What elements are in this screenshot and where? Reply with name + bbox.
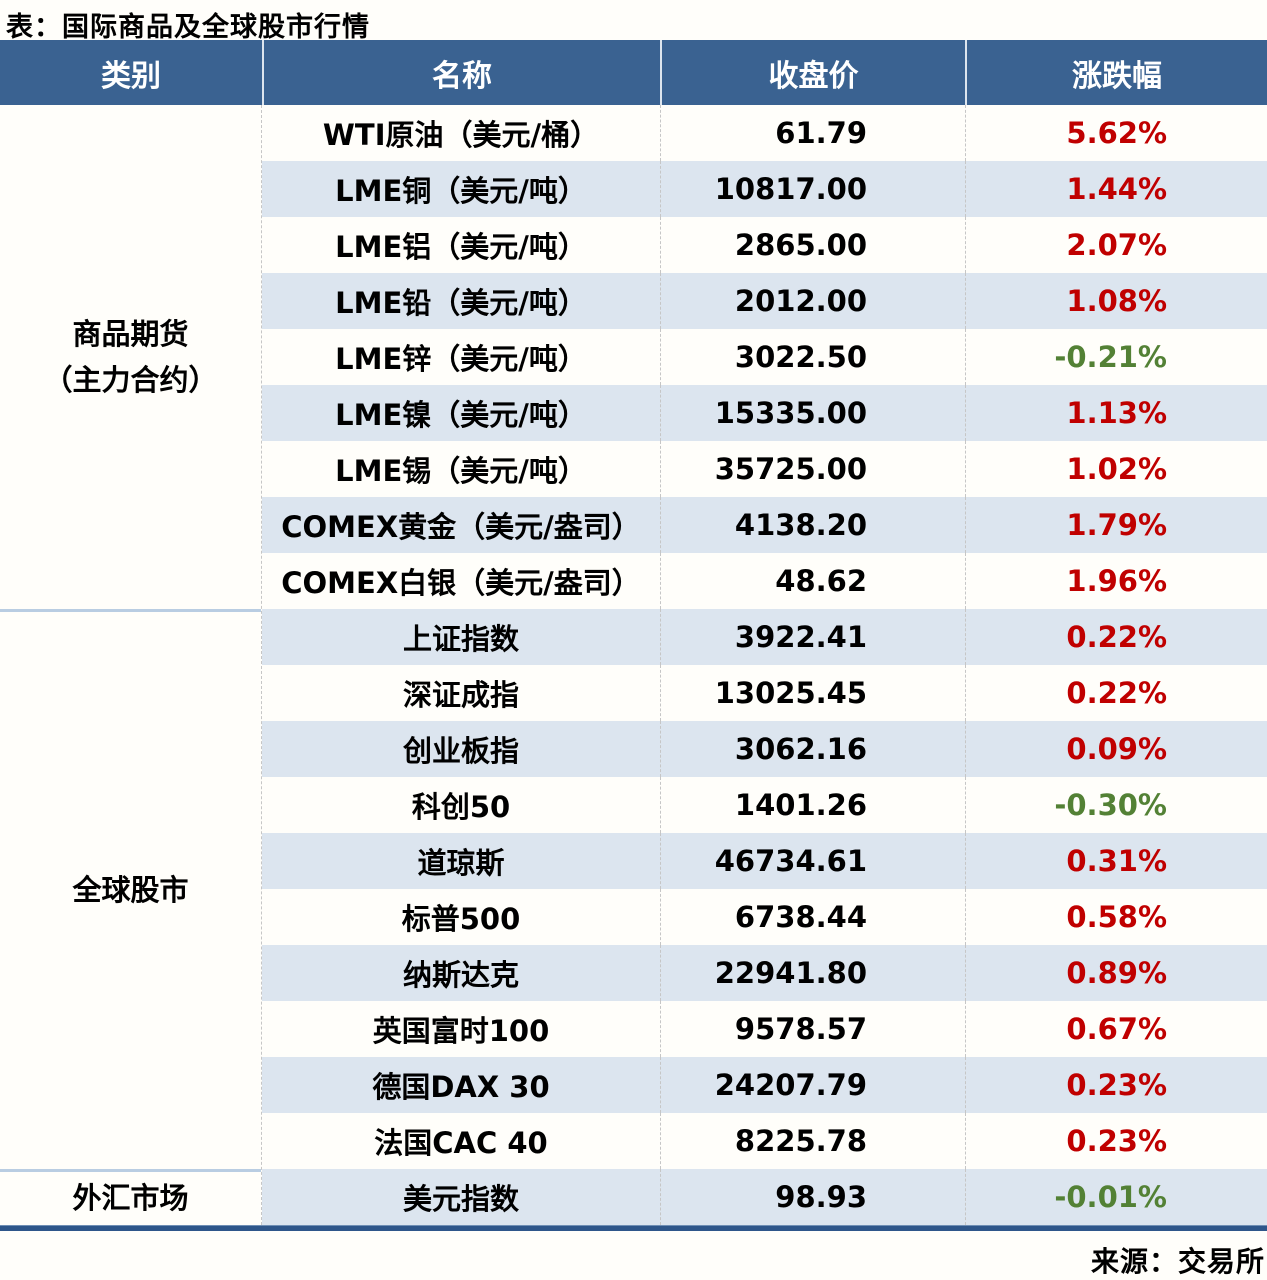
category-label-line: 全球股市 [72, 873, 189, 908]
change-percent-cell: 1.02% [965, 441, 1267, 497]
close-price-cell: 9578.57 [660, 1001, 965, 1057]
change-percent-cell: 0.09% [965, 721, 1267, 777]
table-row: LME锌（美元/吨） 3022.50 -0.21% [262, 329, 1267, 385]
instrument-name-cell: 创业板指 [402, 734, 519, 768]
table-row: 美元指数 98.93 -0.01% [262, 1169, 1267, 1225]
close-price-cell: 35725.00 [660, 441, 965, 497]
table-row: LME镍（美元/吨） 15335.00 1.13% [262, 385, 1267, 441]
table-row: LME铝（美元/吨） 2865.00 2.07% [262, 217, 1267, 273]
change-percent-cell: 0.31% [965, 833, 1267, 889]
instrument-name-cell: LME铜（美元/吨） [335, 174, 587, 208]
change-percent-cell: 1.79% [965, 497, 1267, 553]
table-row: 英国富时100 9578.57 0.67% [262, 1001, 1267, 1057]
table-title: 表：国际商品及全球股市行情 [6, 12, 370, 43]
category-cell: 外汇市场 [0, 1169, 261, 1225]
change-percent-cell: -0.01% [965, 1169, 1267, 1225]
category-cell: 全球股市 [0, 609, 261, 1169]
table-row: 科创50 1401.26 -0.30% [262, 777, 1267, 833]
column-header-name: 名称 [262, 40, 660, 105]
category-label-line: （主力合约） [43, 363, 218, 397]
change-percent-cell: -0.21% [965, 329, 1267, 385]
change-percent-cell: 1.44% [965, 161, 1267, 217]
close-price-cell: 2865.00 [660, 217, 965, 273]
instrument-name-cell: 上证指数 [402, 622, 519, 656]
category-column: 商品期货 （主力合约） 全球股市外汇市场 [0, 105, 262, 1225]
change-percent-cell: 0.89% [965, 945, 1267, 1001]
table-row: 创业板指 3062.16 0.09% [262, 721, 1267, 777]
table-row: LME铅（美元/吨） 2012.00 1.08% [262, 273, 1267, 329]
table-row: COMEX黄金（美元/盎司） 4138.20 1.79% [262, 497, 1267, 553]
instrument-name-cell: LME铝（美元/吨） [335, 230, 587, 264]
close-price-cell: 24207.79 [660, 1057, 965, 1113]
instrument-name-cell: 美元指数 [402, 1182, 519, 1216]
table-bottom-rule [0, 1225, 1267, 1231]
table-row: 上证指数 3922.41 0.22% [262, 609, 1267, 665]
close-price-cell: 48.62 [660, 553, 965, 609]
category-label-line: 商品期货 [72, 316, 189, 351]
close-price-cell: 3022.50 [660, 329, 965, 385]
table-row: WTI原油（美元/桶） 61.79 5.62% [262, 105, 1267, 161]
close-price-cell: 10817.00 [660, 161, 965, 217]
change-percent-cell: 5.62% [965, 105, 1267, 161]
close-price-cell: 3062.16 [660, 721, 965, 777]
instrument-name-cell: 法国CAC 40 [374, 1126, 548, 1160]
instrument-name-cell: 英国富时100 [372, 1014, 550, 1048]
instrument-name-cell: LME锌（美元/吨） [335, 342, 587, 376]
instrument-name-cell: LME镍（美元/吨） [335, 398, 587, 432]
table-row: 法国CAC 40 8225.78 0.23% [262, 1113, 1267, 1169]
close-price-cell: 3922.41 [660, 609, 965, 665]
close-price-cell: 15335.00 [660, 385, 965, 441]
instrument-name-cell: 德国DAX 30 [372, 1070, 550, 1104]
table-row: LME锡（美元/吨） 35725.00 1.02% [262, 441, 1267, 497]
change-percent-cell: 0.23% [965, 1113, 1267, 1169]
close-price-cell: 8225.78 [660, 1113, 965, 1169]
instrument-name-cell: COMEX黄金（美元/盎司） [281, 510, 641, 544]
instrument-name-cell: 深证成指 [402, 678, 519, 712]
instrument-name-cell: 标普500 [401, 902, 521, 936]
change-percent-cell: 0.23% [965, 1057, 1267, 1113]
change-percent-cell: -0.30% [965, 777, 1267, 833]
table-body: 商品期货 （主力合约） 全球股市外汇市场 WTI原油（美元/桶） 61.79 5.62%… [0, 105, 1267, 1225]
instrument-name-cell: 道琼斯 [417, 846, 505, 880]
table-row: LME铜（美元/吨） 10817.00 1.44% [262, 161, 1267, 217]
change-percent-cell: 0.67% [965, 1001, 1267, 1057]
rows-column: WTI原油（美元/桶） 61.79 5.62% LME铜（美元/吨） 10817.00 1… [262, 105, 1267, 1225]
close-price-cell: 4138.20 [660, 497, 965, 553]
close-price-cell: 61.79 [660, 105, 965, 161]
table-header-row: 类别 名称 收盘价 涨跌幅 [0, 40, 1267, 105]
category-cell: 商品期货 （主力合约） [0, 105, 261, 609]
table-row: 深证成指 13025.45 0.22% [262, 665, 1267, 721]
close-price-cell: 13025.45 [660, 665, 965, 721]
close-price-cell: 2012.00 [660, 273, 965, 329]
table-row: COMEX白银（美元/盎司） 48.62 1.96% [262, 553, 1267, 609]
table-row: 标普500 6738.44 0.58% [262, 889, 1267, 945]
column-header-category: 类别 [101, 58, 161, 94]
instrument-name-cell: COMEX白银（美元/盎司） [281, 566, 641, 600]
column-header-close: 收盘价 [660, 40, 965, 105]
change-percent-cell: 0.58% [965, 889, 1267, 945]
change-percent-cell: 0.22% [965, 665, 1267, 721]
change-percent-cell: 1.96% [965, 553, 1267, 609]
table-row: 纳斯达克 22941.80 0.89% [262, 945, 1267, 1001]
instrument-name-cell: WTI原油（美元/桶） [322, 118, 600, 152]
instrument-name-cell: LME锡（美元/吨） [335, 454, 587, 488]
close-price-cell: 22941.80 [660, 945, 965, 1001]
instrument-name-cell: 纳斯达克 [402, 958, 519, 992]
table-row: 道琼斯 46734.61 0.31% [262, 833, 1267, 889]
instrument-name-cell: LME铅（美元/吨） [335, 286, 587, 320]
change-percent-cell: 0.22% [965, 609, 1267, 665]
table-row: 德国DAX 30 24207.79 0.23% [262, 1057, 1267, 1113]
close-price-cell: 6738.44 [660, 889, 965, 945]
source-note: 来源：交易所 [1090, 1245, 1265, 1278]
close-price-cell: 46734.61 [660, 833, 965, 889]
market-table: 类别 名称 收盘价 涨跌幅 商品期货 （主力合约） 全球股市外汇市场 WTI原油（美… [0, 40, 1267, 1225]
change-percent-cell: 1.08% [965, 273, 1267, 329]
category-label-line: 外汇市场 [72, 1181, 189, 1216]
change-percent-cell: 2.07% [965, 217, 1267, 273]
change-percent-cell: 1.13% [965, 385, 1267, 441]
close-price-cell: 1401.26 [660, 777, 965, 833]
instrument-name-cell: 科创50 [411, 790, 511, 824]
close-price-cell: 98.93 [660, 1169, 965, 1225]
column-header-change: 涨跌幅 [965, 40, 1267, 105]
